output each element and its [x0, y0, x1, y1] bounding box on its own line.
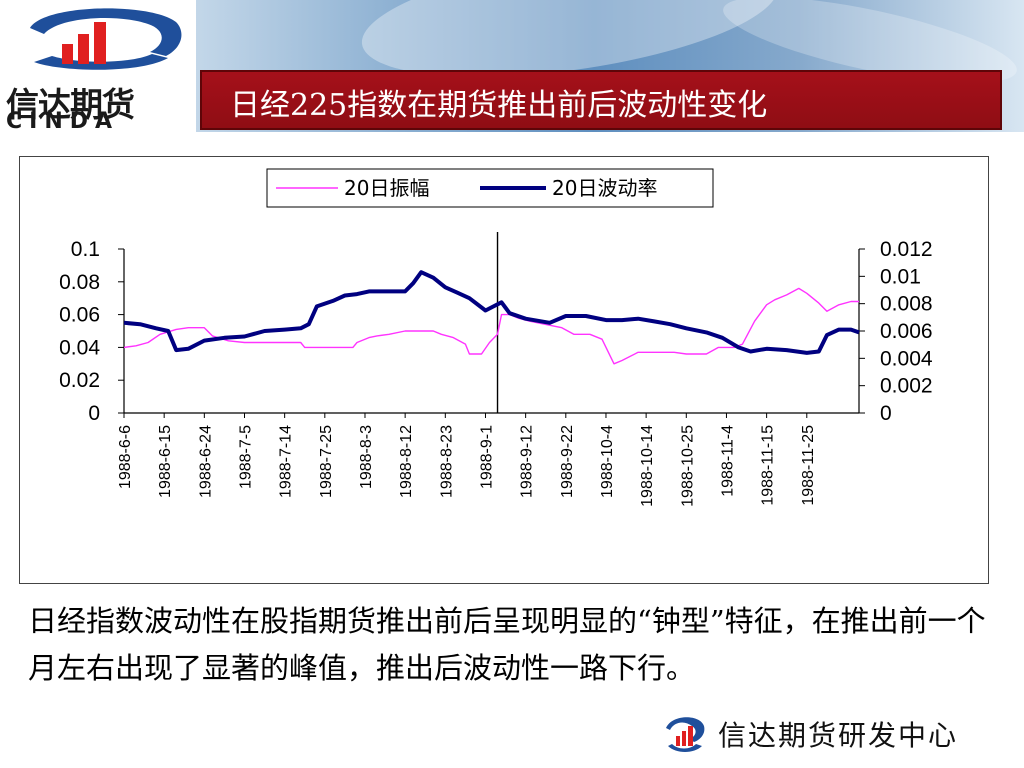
- footer-logo-icon: [666, 717, 705, 752]
- slide-title: 日经225指数在期货推出前后波动性变化: [230, 88, 768, 123]
- x-tick-label: 1988-6-15: [157, 425, 174, 498]
- right-y-tick-label: 0.01: [880, 265, 921, 288]
- footer-department: 信达期货研发中心: [718, 719, 959, 752]
- x-tick-label: 1988-7-14: [278, 425, 295, 498]
- company-logo: 信达期货 CINDA: [0, 0, 196, 134]
- left-y-tick-label: 0.1: [71, 238, 100, 261]
- right-y-tick-label: 0.008: [880, 293, 933, 316]
- logo-chinese-name: 信达期货: [6, 85, 135, 124]
- left-y-tick-label: 0: [88, 402, 100, 425]
- legend-label-amplitude: 20日振幅: [344, 176, 429, 200]
- right-y-tick-label: 0.012: [880, 238, 933, 261]
- right-y-tick-label: 0.002: [880, 375, 933, 398]
- right-y-tick-label: 0.004: [880, 347, 933, 370]
- x-tick-label: 1988-8-12: [398, 425, 415, 498]
- series-line-amplitude: [123, 287, 859, 365]
- legend-box: [266, 168, 714, 208]
- left-y-tick-label: 0.06: [59, 304, 100, 327]
- left-y-tick-label: 0.04: [59, 336, 100, 359]
- right-y-tick-label: 0: [880, 402, 892, 425]
- x-tick-label: 1988-10-25: [679, 425, 696, 507]
- logo-mark-icon: [30, 8, 182, 70]
- x-tick-label: 1988-11-15: [760, 425, 777, 506]
- x-tick-label: 1988-8-3: [358, 425, 375, 489]
- x-tick-label: 1988-6-6: [117, 425, 134, 489]
- x-tick-label: 1988-10-4: [599, 425, 616, 498]
- x-tick-label: 1988-6-24: [197, 425, 214, 498]
- volatility-chart: 20日振幅 20日波动率 0 0.02 0.04 0.06 0.08 0.1 0 0.002 0.0…: [59, 168, 933, 507]
- x-tick-label: 1988-9-1: [478, 425, 495, 489]
- chart-container: 20日振幅 20日波动率 0 0.02 0.04 0.06 0.08 0.1 0 0.002 0.0…: [19, 156, 989, 584]
- x-tick-label: 1988-9-12: [519, 425, 536, 498]
- x-tick-label: 1988-7-25: [318, 425, 335, 498]
- x-tick-label: 1988-7-5: [237, 425, 254, 489]
- series-line-volatility: [123, 270, 860, 355]
- x-tick-label: 1988-11-4: [719, 425, 736, 497]
- x-tick-label: 1988-8-23: [438, 425, 455, 498]
- left-y-tick-label: 0.02: [59, 369, 100, 392]
- left-y-tick-label: 0.08: [59, 271, 100, 294]
- title-bar: 日经225指数在期货推出前后波动性变化: [200, 70, 1002, 130]
- x-tick-label: 1988-10-14: [639, 425, 656, 507]
- x-tick-label: 1988-11-25: [800, 425, 817, 506]
- summary-text: 日经指数波动性在股指期货推出前后呈现明显的“钟型”特征，在推出前一个月左右出现了…: [28, 604, 986, 685]
- right-y-tick-label: 0.006: [880, 320, 933, 343]
- legend-label-volatility: 20日波动率: [552, 176, 657, 200]
- logo-english-name: CINDA: [6, 109, 120, 134]
- x-tick-label: 1988-9-22: [559, 425, 576, 498]
